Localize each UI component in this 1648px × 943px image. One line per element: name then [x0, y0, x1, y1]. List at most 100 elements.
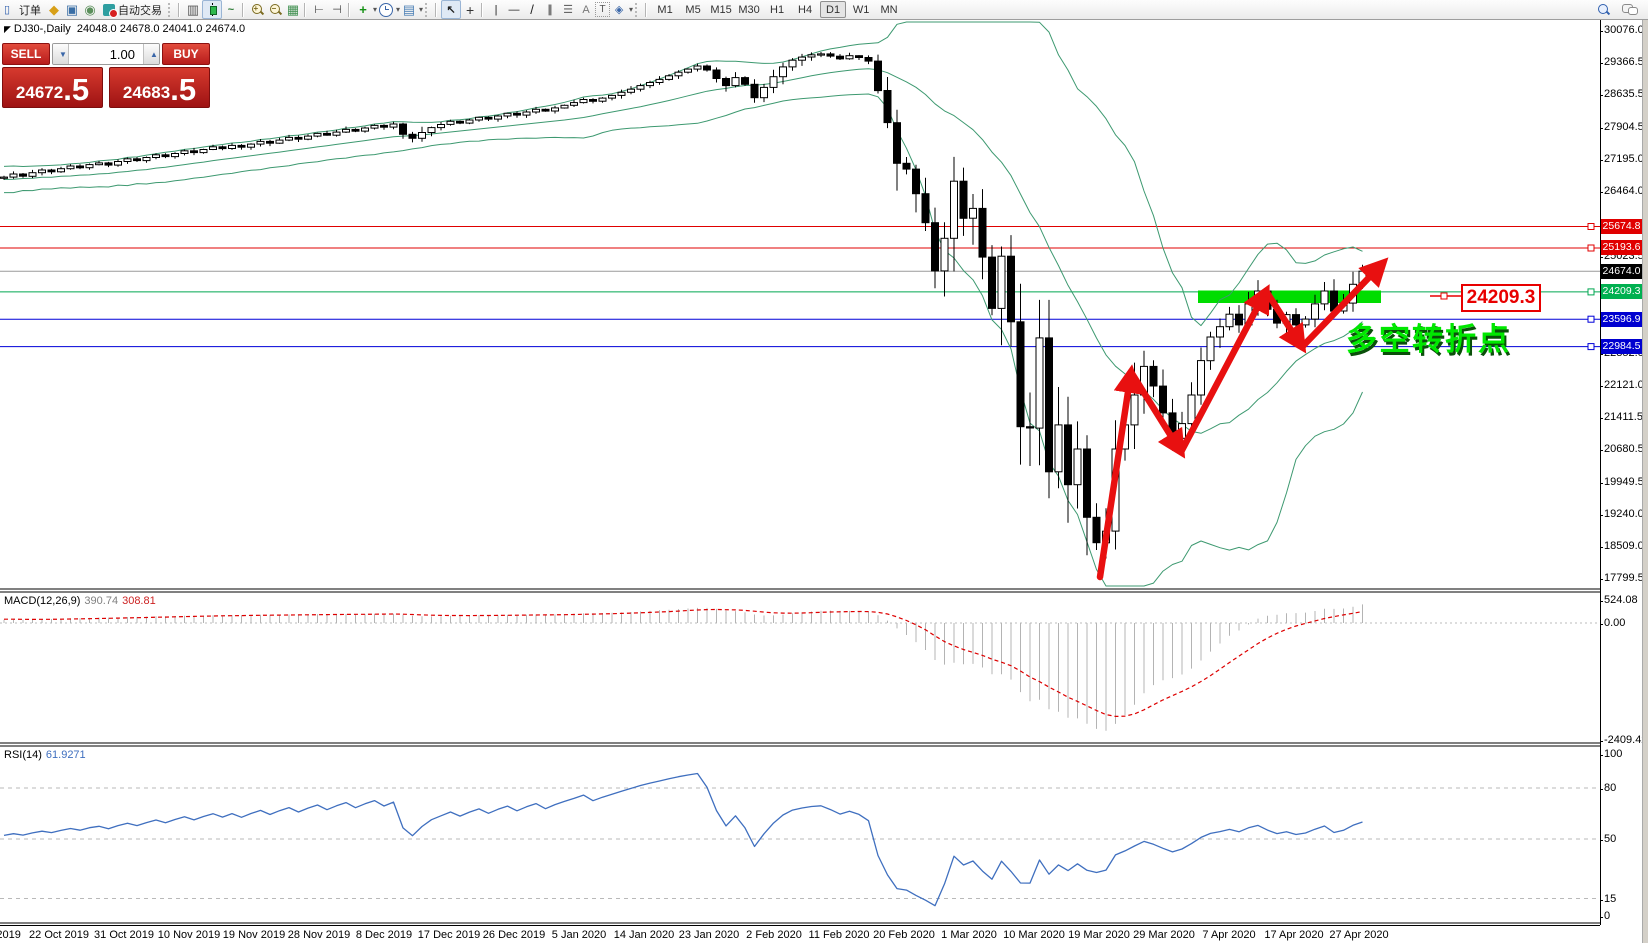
arrows-tool-icon[interactable]: ◈	[614, 4, 624, 16]
zoom-out-icon[interactable]: −	[266, 1, 284, 18]
price-tick: 50	[1599, 833, 1617, 845]
auto-trading-icon	[103, 3, 118, 18]
date-label: 29 Mar 2020	[1133, 929, 1195, 941]
price-tick: 29366.5	[1600, 55, 1644, 68]
chart-symbol: DJ30-,Daily	[13, 23, 71, 35]
new-order-label: 订单	[19, 4, 41, 17]
rsi-label: RSI(14) 61.9271	[4, 749, 86, 761]
date-label: 28 Nov 2019	[287, 929, 351, 941]
auto-scroll-icon[interactable]: ⊣	[332, 4, 342, 16]
chart-canvas[interactable]	[0, 0, 1600, 925]
timeframe-d1[interactable]: D1	[820, 1, 847, 18]
timeframe-m5[interactable]: M5	[685, 3, 701, 16]
date-label: 23 Jan 2020	[678, 929, 740, 941]
price-axis[interactable]: 30076.0 29366.5 28635.5 27904.5 27195.0 26464…	[1599, 19, 1647, 925]
add-indicator-caret[interactable]: ▾	[373, 5, 378, 14]
date-label: 14 Jan 2020	[613, 929, 675, 941]
channel-tool-icon[interactable]: ∥	[547, 4, 553, 16]
strategy-tester-icon[interactable]: ◉	[84, 1, 96, 17]
line-chart-type-icon[interactable]: ~	[227, 3, 235, 16]
template-caret[interactable]: ▾	[419, 5, 424, 14]
price-tick: 28635.5	[1600, 88, 1644, 101]
period-clock-icon[interactable]	[377, 1, 395, 18]
timeframe-mn[interactable]: MN	[880, 3, 898, 16]
timeframe-m30[interactable]: M30	[738, 3, 760, 16]
date-label: 1 Mar 2020	[941, 929, 997, 941]
price-tick: 80	[1599, 782, 1617, 794]
search-icon[interactable]	[1594, 1, 1612, 18]
date-label: 7 Apr 2020	[1202, 929, 1256, 941]
candlestick-chart-type-icon[interactable]	[202, 0, 222, 19]
price-tick: 19949.5	[1600, 476, 1644, 489]
auto-trading-button[interactable]: 自动交易	[99, 1, 166, 18]
price-tick: 524.08	[1600, 594, 1638, 606]
timeframe-w1[interactable]: W1	[852, 3, 870, 16]
rsi-value: 61.9271	[45, 749, 86, 761]
cursor-tool-icon[interactable]: ↖	[441, 0, 462, 19]
one-click-trading-panel: SELL ▼ 1.00 ▲ BUY 24672.5 24683.5	[2, 43, 210, 108]
fibonacci-tool-icon[interactable]: ☰	[563, 4, 573, 16]
buy-price-main: 24683	[122, 83, 171, 102]
template-icon[interactable]: ▤	[402, 1, 416, 17]
chat-icon[interactable]	[1620, 1, 1638, 18]
price-badge: 25674.8	[1601, 218, 1642, 234]
sell-price-pips: .5	[63, 72, 90, 107]
price-tick: 18509.0	[1600, 540, 1644, 553]
price-badge: 23596.9	[1601, 311, 1642, 327]
bar-chart-type-icon[interactable]: ▥	[186, 1, 200, 17]
text-tool-icon[interactable]: A	[582, 3, 590, 16]
arrows-tool-caret[interactable]: ▾	[629, 5, 634, 14]
price-tick: 21411.5	[1600, 410, 1643, 423]
new-order-button[interactable]: ▯ 订单	[0, 1, 45, 18]
horizontal-line-tool-icon[interactable]: —	[508, 3, 520, 16]
volume-value[interactable]: 1.00	[109, 46, 135, 62]
oneclick-toggle-icon[interactable]: ◤	[4, 24, 11, 34]
price-badge: 25193.6	[1601, 240, 1642, 256]
zoom-in-icon[interactable]: +	[248, 1, 266, 18]
date-label: 17 Dec 2019	[417, 929, 481, 941]
price-badge: 24209.3	[1601, 284, 1642, 300]
vertical-line-tool-icon[interactable]: |	[494, 3, 498, 16]
price-tick: 0.00	[1599, 617, 1626, 629]
price-tick: 19240.0	[1600, 507, 1644, 520]
price-badge: 24674.0	[1601, 263, 1642, 279]
date-label: 27 Apr 2020	[1329, 929, 1389, 941]
text-label-tool-icon[interactable]: T	[595, 2, 611, 17]
date-label: 19 Nov 2019	[222, 929, 286, 941]
data-window-icon[interactable]: ▣	[65, 1, 79, 17]
market-watch-icon[interactable]: ◆	[49, 1, 59, 17]
timeframe-h1[interactable]: H1	[770, 3, 785, 16]
crosshair-tool-icon[interactable]: +	[465, 1, 475, 18]
price-callout-label[interactable]: 24209.3	[1461, 284, 1541, 312]
annotation-text[interactable]: 多空转折点	[1346, 322, 1511, 357]
toolbar: ▯ 订单 ◆ ▣ ◉ 自动交易 ▥ ~ + − ▦ ⊢ ⊣ + ▾ ▾ ▤ ▾ …	[0, 0, 1648, 20]
price-tick: 17799.5	[1600, 572, 1644, 585]
macd-label: MACD(12,26,9) 390.74 308.81	[4, 595, 156, 607]
buy-button[interactable]: BUY	[162, 43, 210, 65]
timeframe-h4[interactable]: H4	[798, 3, 813, 16]
buy-price-button[interactable]: 24683.5	[109, 67, 210, 108]
chart-title: ◤ DJ30-,Daily 24048.0 24678.0 24041.0 246…	[4, 23, 245, 35]
volume-stepper: ▼ 1.00 ▲	[52, 43, 160, 65]
price-tick: 26464.0	[1600, 185, 1644, 198]
price-tick: 22121.0	[1600, 379, 1644, 392]
sell-button[interactable]: SELL	[2, 43, 50, 65]
price-tick: 100	[1599, 748, 1623, 760]
volume-increase-button[interactable]: ▲	[143, 44, 159, 64]
period-caret[interactable]: ▾	[396, 5, 401, 14]
timeframe-m1[interactable]: M1	[657, 3, 673, 16]
timeframe-m15[interactable]: M15	[710, 3, 732, 16]
tile-windows-icon[interactable]: ▦	[286, 1, 300, 17]
sell-price-button[interactable]: 24672.5	[2, 67, 103, 108]
date-label: 17 Apr 2020	[1264, 929, 1324, 941]
volume-decrease-button[interactable]: ▼	[53, 44, 69, 64]
price-badge: 22984.5	[1601, 339, 1642, 355]
date-label: 3 Oct 2019	[0, 929, 21, 941]
auto-trading-label: 自动交易	[118, 4, 162, 17]
shift-end-icon[interactable]: ⊢	[314, 4, 324, 16]
add-indicator-icon[interactable]: +	[359, 2, 367, 17]
chart-ohlc: 24048.0 24678.0 24041.0 24674.0	[76, 23, 246, 35]
date-label: 5 Jan 2020	[551, 929, 607, 941]
trendline-tool-icon[interactable]: /	[530, 2, 534, 17]
